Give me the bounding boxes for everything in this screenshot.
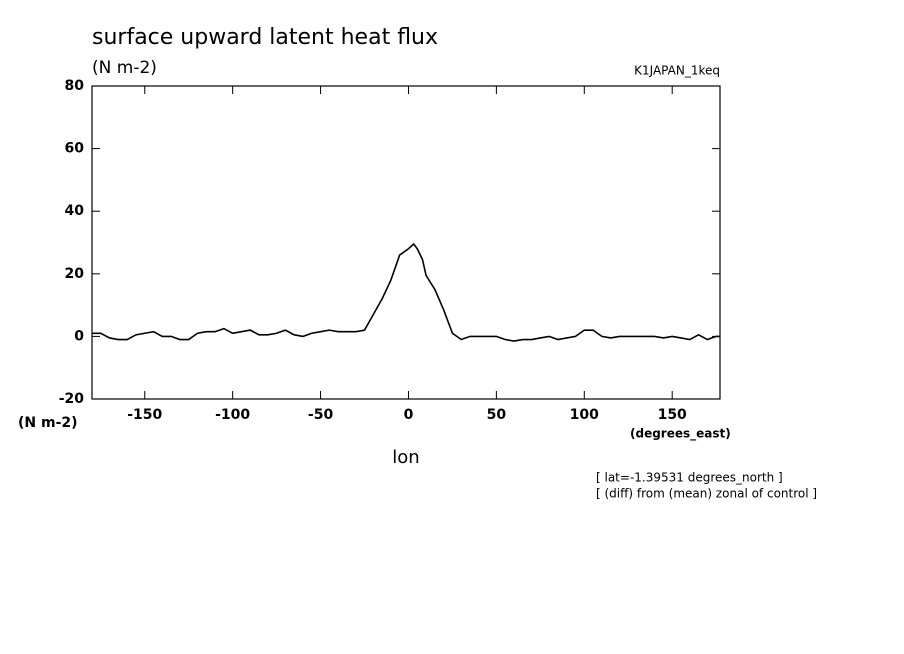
y-label: (N m-2) (18, 415, 78, 431)
experiment: K1JAPAN_1keq (634, 64, 720, 78)
note: [ lat=-1.39531 degrees_north ] (596, 471, 783, 485)
y-tick-label: 20 (65, 266, 85, 282)
x-units: (degrees_east) (630, 427, 731, 442)
chart-title: surface upward latent heat flux (92, 25, 438, 50)
x-tick-label: 100 (570, 407, 599, 423)
y-tick-label: 0 (74, 328, 84, 344)
y-tick-label: 80 (65, 78, 85, 94)
units: (N m-2) (92, 58, 157, 78)
x-tick-label: 150 (658, 407, 687, 423)
data-line (92, 242, 720, 342)
x-tick-label: -50 (308, 407, 334, 423)
y-tick-label: -20 (59, 391, 85, 407)
x-label: lon (392, 447, 419, 468)
y-tick-label: 60 (65, 141, 85, 157)
x-tick-label: -150 (127, 407, 162, 423)
note: [ (diff) from (mean) zonal of control ] (596, 487, 817, 501)
x-tick-label: 0 (404, 407, 414, 423)
x-tick-label: -100 (215, 407, 250, 423)
plot-frame (91, 85, 721, 400)
x-tick-label: 50 (487, 407, 507, 423)
y-tick-label: 40 (65, 203, 85, 219)
